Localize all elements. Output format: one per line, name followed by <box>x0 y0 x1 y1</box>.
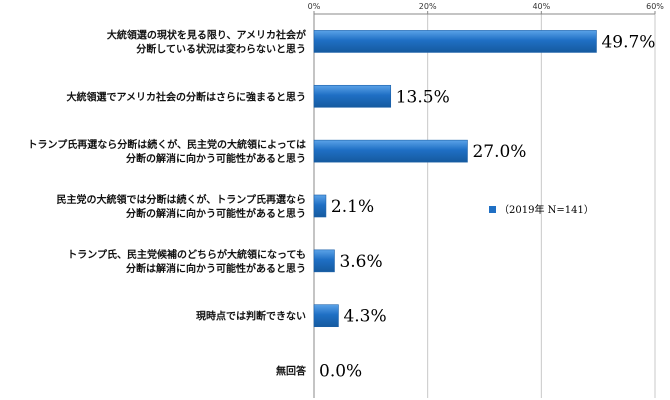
x-tick-label: 40% <box>532 2 550 11</box>
data-label: 27.0% <box>472 142 526 162</box>
category-label: 大統領選の現状を見る限り、アメリカ社会が分断している状況は変わらないと思う <box>107 28 307 55</box>
x-tick-label: 60% <box>646 2 664 11</box>
data-label: 3.6% <box>339 252 382 272</box>
bar <box>313 249 335 273</box>
legend-swatch <box>489 206 496 213</box>
bar <box>313 30 597 53</box>
bar <box>313 304 339 328</box>
data-label: 4.3% <box>343 307 386 327</box>
legend-label: （2019年 N=141） <box>499 203 594 216</box>
bar <box>313 84 392 108</box>
category-label: トランプ氏再選なら分断は続くが、民主党の大統領によっては分断の解消に向かう可能性… <box>28 138 307 165</box>
category-label: 無回答 <box>276 365 307 378</box>
x-tick-label: 20% <box>419 2 437 11</box>
data-label: 49.7% <box>601 32 655 52</box>
x-tick-label: 0% <box>308 2 321 11</box>
data-label: 13.5% <box>396 87 450 107</box>
category-label: 大統領選でアメリカ社会の分断はさらに強まると思う <box>67 90 307 103</box>
data-label: 0.0% <box>319 362 362 382</box>
data-label: 2.1% <box>331 197 374 217</box>
bar <box>313 139 468 163</box>
category-label: 民主党の大統領では分断は続くが、トランプ氏再選なら分断の解消に向かう可能性がある… <box>57 193 307 220</box>
bar <box>313 194 327 218</box>
category-label: トランプ氏、民主党候補のどちらが大統領になっても分断は解消に向かう可能性があると… <box>67 248 306 275</box>
category-label: 現時点では判断できない <box>196 310 306 323</box>
